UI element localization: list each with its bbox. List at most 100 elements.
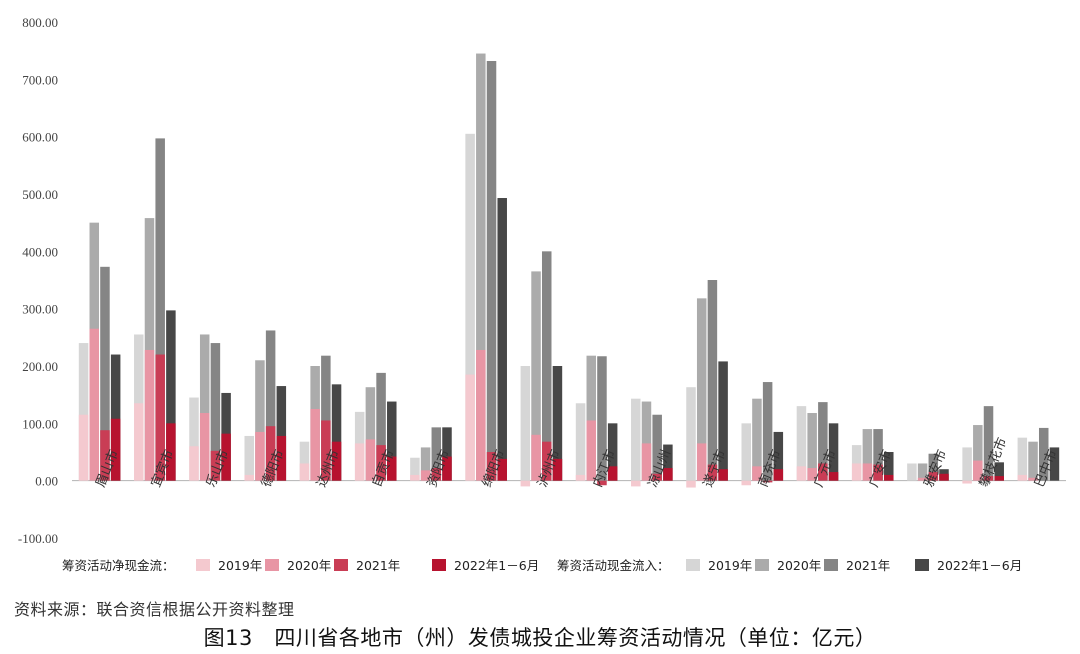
source-note: 资料来源：联合资信根据公开资料整理 — [14, 600, 295, 619]
inflow-bar — [255, 360, 265, 481]
net-cash-bar — [796, 466, 807, 481]
net-cash-bar — [376, 445, 386, 481]
net-cash-bar — [520, 480, 531, 487]
y-tick-label: 500.00 — [22, 187, 58, 202]
bars — [78, 53, 1060, 488]
inflow-bar — [718, 361, 728, 481]
inflow-bar — [828, 423, 839, 481]
net-cash-bar — [78, 414, 89, 481]
legend-label: 2021年 — [356, 558, 400, 573]
net-cash-bar — [265, 426, 276, 481]
net-cash-bar — [100, 430, 110, 481]
net-cash-bar — [486, 452, 497, 481]
net-cash-bar — [873, 464, 883, 481]
net-cash-bar — [741, 480, 751, 486]
net-cash-bar — [663, 468, 673, 481]
net-cash-bar — [884, 474, 894, 481]
legend: 筹资活动净现金流： 2019年 2020年 2021年 2022年1－6月 筹资活动现金流… — [62, 558, 1022, 573]
net-cash-bar — [531, 434, 541, 481]
inflow-bar — [807, 413, 817, 481]
legend-swatch — [432, 559, 446, 571]
inflow-bar — [497, 198, 507, 481]
inflow-bar — [1049, 447, 1060, 481]
inflow-bar — [873, 429, 883, 481]
inflow-bar — [983, 406, 994, 481]
inflow-bar — [166, 310, 176, 481]
net-cash-bar — [641, 443, 652, 481]
inflow-bar — [321, 355, 331, 481]
net-cash-bar — [189, 446, 199, 481]
net-cash-bar — [221, 433, 231, 481]
inflow-bar — [1038, 427, 1049, 481]
net-cash-bar — [773, 469, 784, 481]
inflow-bar — [265, 330, 276, 481]
net-cash-bar — [939, 473, 949, 481]
net-cash-bar — [818, 463, 828, 481]
inflow-bar — [431, 427, 442, 481]
inflow-bar — [210, 343, 221, 481]
legend-label: 2019年 — [218, 558, 262, 573]
inflow-bar — [631, 398, 641, 481]
inflow-bar — [686, 387, 696, 481]
inflow-bar — [641, 401, 652, 481]
inflow-bar — [486, 60, 497, 481]
inflow-bar — [299, 441, 310, 481]
legend-label: 2022年1－6月 — [454, 558, 539, 573]
inflow-bar — [663, 444, 673, 481]
inflow-bar — [928, 453, 939, 481]
net-cash-bar — [89, 328, 100, 481]
net-cash-bar — [210, 450, 221, 481]
inflow-bar — [917, 463, 928, 481]
inflow-bar — [586, 355, 597, 481]
y-tick-label: 0.00 — [35, 474, 58, 489]
net-cash-bar — [276, 435, 287, 481]
net-cash-bar — [917, 477, 928, 481]
inflow-bar — [862, 429, 873, 481]
net-cash-bar — [365, 439, 376, 481]
inflow-bar — [973, 425, 983, 481]
inflow-bar — [994, 462, 1004, 481]
net-cash-bar — [607, 466, 618, 481]
inflow-bar — [575, 403, 586, 481]
net-cash-bar — [331, 441, 342, 481]
net-cash-bar — [928, 472, 939, 481]
net-cash-bar — [575, 474, 586, 481]
net-cash-bar — [134, 403, 144, 481]
inflow-bar — [597, 356, 607, 481]
inflow-bar — [520, 366, 531, 481]
inflow-bar — [100, 266, 110, 481]
net-cash-bar — [696, 443, 707, 481]
legend-swatch — [915, 559, 929, 571]
legend-label: 2022年1－6月 — [937, 558, 1022, 573]
inflow-bar — [155, 138, 165, 481]
net-cash-bar — [310, 409, 320, 481]
net-cash-bar — [299, 463, 310, 481]
net-cash-bar — [476, 349, 486, 481]
inflow-bar — [442, 427, 452, 481]
inflow-bar — [741, 423, 751, 481]
legend-label: 2020年 — [287, 558, 331, 573]
y-tick-label: 800.00 — [22, 15, 58, 30]
net-cash-bar — [387, 456, 397, 481]
inflow-bar — [420, 447, 431, 481]
y-tick-label: 100.00 — [22, 416, 58, 431]
inflow-bar — [762, 382, 773, 481]
y-axis: 800.00 700.00 600.00 500.00 400.00 300.00 200.… — [18, 15, 58, 546]
legend-swatch — [196, 559, 210, 571]
inflow-bar — [110, 354, 121, 481]
net-cash-bar — [431, 468, 442, 481]
net-cash-bar — [652, 473, 662, 481]
net-cash-bar — [354, 443, 365, 481]
inflow-bar — [1017, 437, 1028, 481]
legend-swatch — [686, 559, 700, 571]
inflow-bar — [752, 398, 762, 481]
net-cash-bar — [244, 474, 254, 481]
net-cash-bar — [410, 474, 420, 481]
legend-swatch — [755, 559, 769, 571]
net-cash-bar — [862, 463, 873, 481]
net-cash-bar — [321, 420, 331, 481]
net-cash-bar — [166, 423, 176, 481]
figure-caption: 图13 四川省各地市（州）发债城投企业筹资活动情况（单位：亿元） — [203, 626, 877, 650]
inflow-bar — [818, 402, 828, 481]
net-cash-bar — [962, 480, 972, 484]
